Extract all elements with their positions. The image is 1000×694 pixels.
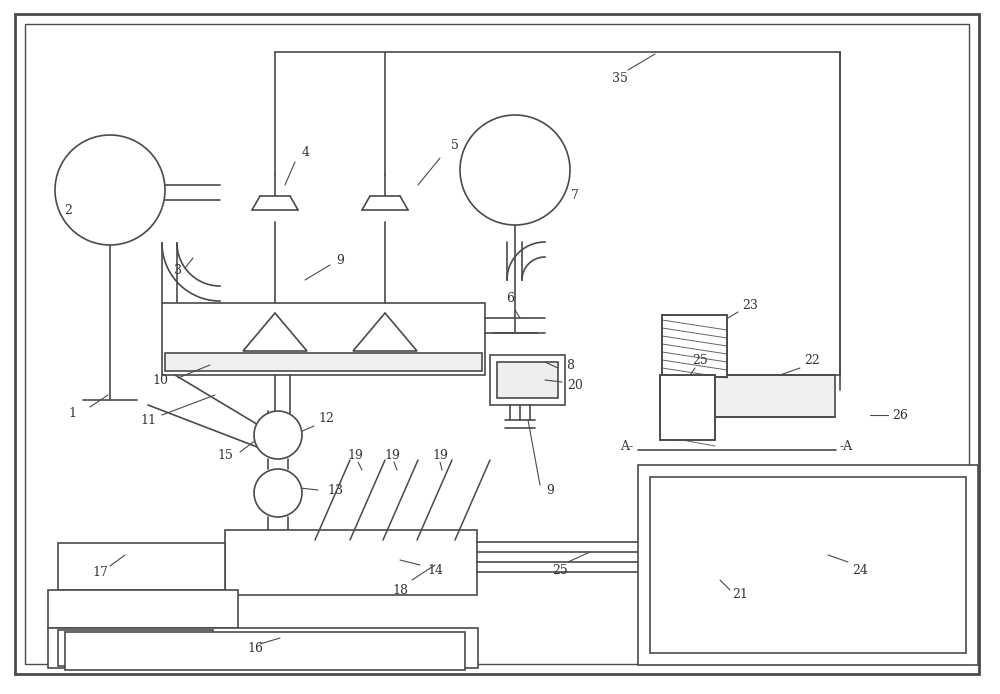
Text: 35: 35 [612,71,628,85]
Text: 25: 25 [692,353,708,366]
Bar [497,362,558,398]
Text: 16: 16 [247,641,263,654]
Bar [662,315,727,377]
Bar [650,477,966,653]
Text: 9: 9 [336,253,344,266]
Text: 25: 25 [552,564,568,577]
Bar [48,590,238,628]
Text: 20: 20 [567,378,583,391]
Bar [660,375,835,417]
Text: 22: 22 [804,353,820,366]
Text: 21: 21 [732,589,748,602]
Bar [660,375,715,440]
Text: 7: 7 [571,189,579,201]
Bar [162,303,485,375]
Text: 5: 5 [451,139,459,151]
Text: 3: 3 [174,264,182,276]
Text: 17: 17 [92,566,108,579]
Bar [660,480,835,585]
Bar [638,465,978,665]
Circle shape [55,135,165,245]
Text: 8: 8 [566,359,574,371]
Circle shape [460,115,570,225]
Text: 24: 24 [852,564,868,577]
Bar [225,530,477,595]
Text: 23: 23 [742,298,758,312]
Text: 9: 9 [546,484,554,496]
Bar [490,355,565,405]
Text: 13: 13 [327,484,343,496]
Bar [662,315,727,377]
Text: 26: 26 [892,409,908,421]
Text: 4: 4 [302,146,310,158]
Text: 10: 10 [152,373,168,387]
Text: 19: 19 [384,448,400,462]
Text: 6: 6 [506,291,514,305]
Text: 1: 1 [68,407,76,419]
Bar [660,375,715,440]
Circle shape [254,411,302,459]
Text: 19: 19 [347,448,363,462]
Text: 15: 15 [217,448,233,462]
Bar [660,480,835,585]
Bar [65,632,465,670]
Polygon shape [243,313,307,351]
Text: 11: 11 [140,414,156,427]
Text: A-: A- [620,439,633,452]
Text: 19: 19 [432,448,448,462]
Text: -A: -A [840,439,853,452]
Bar [48,628,478,668]
Bar [165,353,482,371]
Text: 14: 14 [427,564,443,577]
Text: 2: 2 [64,203,72,217]
Text: 12: 12 [318,412,334,425]
Bar [58,630,213,666]
Text: 18: 18 [392,584,408,597]
Polygon shape [353,313,417,351]
Bar [58,543,225,590]
Circle shape [254,469,302,517]
